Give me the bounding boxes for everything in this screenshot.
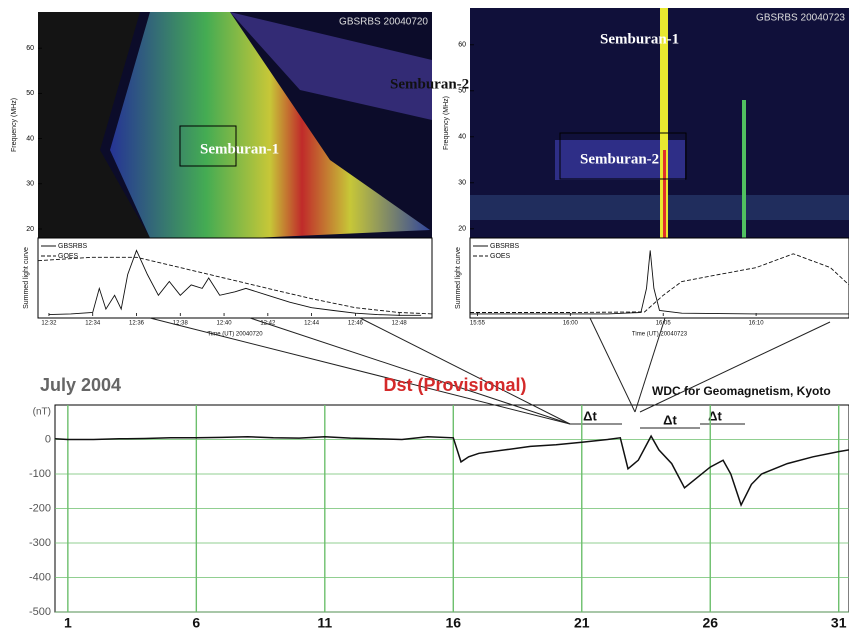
y-tick-label: 20: [26, 226, 34, 233]
y-tick-label: 40: [26, 135, 34, 142]
y-axis-label: Summed light curve: [23, 247, 30, 309]
subtitle: July 2004: [40, 375, 121, 395]
emission-faint: [230, 12, 432, 120]
y-tick-label: -300: [29, 537, 51, 549]
y-tick-label: 30: [458, 180, 466, 187]
y-axis-label: Frequency (MHz): [443, 96, 450, 150]
legend-label: GBSRBS: [490, 243, 520, 250]
x-tick-label: 16: [445, 615, 461, 631]
x-tick-label: 12:42: [260, 321, 276, 327]
legend-label: GOES: [58, 253, 79, 260]
title: Dst (Provisional): [383, 375, 526, 395]
y-tick-label: -400: [29, 571, 51, 583]
annotation: Δt: [583, 408, 597, 423]
x-tick-label: 11: [317, 615, 332, 631]
x-tick-label: 16:05: [656, 321, 672, 327]
y-tick-label: 50: [26, 90, 34, 97]
annotation: Semburan-1: [200, 141, 279, 157]
x-tick-label: 16:10: [749, 321, 765, 327]
annotation: Δt: [663, 412, 677, 427]
x-tick-label: 12:36: [129, 321, 145, 327]
series-line: [37, 256, 433, 315]
y-axis-label: (nT): [33, 407, 51, 418]
y-tick-label: 20: [458, 226, 466, 233]
arrows: [149, 317, 831, 429]
y-tick-label: 40: [458, 134, 466, 141]
legend-label: GBSRBS: [58, 243, 88, 250]
burst-line: [660, 8, 668, 238]
annotation: Semburan-1: [600, 31, 679, 47]
y-tick-label: 0: [45, 433, 51, 445]
lightcurve-frame: [37, 237, 433, 319]
y-tick-label: 60: [26, 45, 34, 52]
x-tick-label: 21: [574, 615, 590, 631]
lightcurve-frame: [469, 237, 849, 319]
x-tick-label: 12:38: [173, 321, 189, 327]
series-line: [470, 250, 849, 315]
x-tick-label: 12:48: [392, 321, 408, 327]
panel-label: GBSRBS 20040720: [339, 17, 428, 28]
y-tick-label: 30: [26, 181, 34, 188]
panel-label: GBSRBS 20040723: [756, 13, 845, 24]
y-tick-label: -100: [29, 468, 51, 480]
x-tick-label: 12:46: [348, 321, 364, 327]
legend-label: GOES: [490, 253, 511, 260]
x-tick-label: 6: [192, 615, 200, 631]
x-tick-label: 15:55: [470, 321, 486, 327]
x-tick-label: 26: [702, 615, 718, 631]
x-tick-label: 12:44: [304, 321, 320, 327]
spectrogram-dark: [38, 12, 150, 238]
burst-emission: [110, 12, 430, 238]
series-line: [48, 249, 422, 316]
y-tick-label: -500: [29, 606, 51, 618]
y-tick-label: 60: [458, 42, 466, 49]
burst-line: [742, 100, 746, 238]
box: [559, 132, 687, 180]
x-tick-label: 16:00: [563, 321, 579, 327]
x-tick-label: 12:34: [85, 321, 101, 327]
y-tick-label: 50: [458, 88, 466, 95]
emission-faint: [470, 195, 849, 220]
x-axis-label: Time (UT) 20040723: [632, 332, 688, 338]
burst-line: [663, 150, 666, 238]
series-line: [470, 253, 849, 313]
series-line: [54, 434, 849, 507]
x-tick-label: 1: [64, 615, 72, 631]
annotation: Δt: [708, 408, 722, 423]
annotation: Semburan-2: [390, 76, 469, 92]
annotation: Semburan-2: [580, 151, 659, 167]
y-tick-label: -200: [29, 502, 51, 514]
x-tick-label: 31: [831, 615, 847, 631]
y-axis-label: Summed light curve: [455, 247, 462, 309]
x-tick-label: 12:40: [217, 321, 233, 327]
x-axis-label: Time (UT) 20040720: [207, 332, 263, 338]
box: [179, 125, 237, 167]
source: WDC for Geomagnetism, Kyoto: [652, 384, 831, 398]
x-tick-label: 12:32: [41, 321, 57, 327]
y-axis-label: Frequency (MHz): [11, 98, 18, 152]
